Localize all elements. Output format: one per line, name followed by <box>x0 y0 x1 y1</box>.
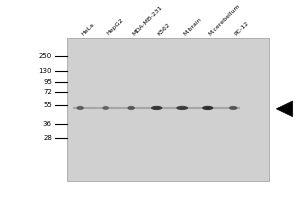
Text: 72: 72 <box>43 89 52 95</box>
Ellipse shape <box>128 106 135 110</box>
Text: M.brain: M.brain <box>182 16 202 36</box>
Ellipse shape <box>151 106 162 110</box>
Text: PC-12: PC-12 <box>233 20 250 36</box>
Ellipse shape <box>202 106 213 110</box>
Text: 250: 250 <box>39 53 52 59</box>
Text: 130: 130 <box>38 68 52 74</box>
Ellipse shape <box>176 106 188 110</box>
Polygon shape <box>276 101 293 117</box>
Text: HepG2: HepG2 <box>106 18 124 36</box>
Text: 28: 28 <box>43 135 52 141</box>
Text: 95: 95 <box>43 79 52 85</box>
Ellipse shape <box>229 106 237 110</box>
Text: MDA-MB-231: MDA-MB-231 <box>131 4 163 36</box>
Text: 36: 36 <box>43 121 52 127</box>
Text: HeLa: HeLa <box>80 22 95 36</box>
Ellipse shape <box>102 106 109 110</box>
Text: M.cerebellum: M.cerebellum <box>208 3 242 36</box>
FancyBboxPatch shape <box>67 38 269 181</box>
Text: K562: K562 <box>157 22 171 36</box>
Text: 55: 55 <box>43 102 52 108</box>
Ellipse shape <box>76 106 84 110</box>
